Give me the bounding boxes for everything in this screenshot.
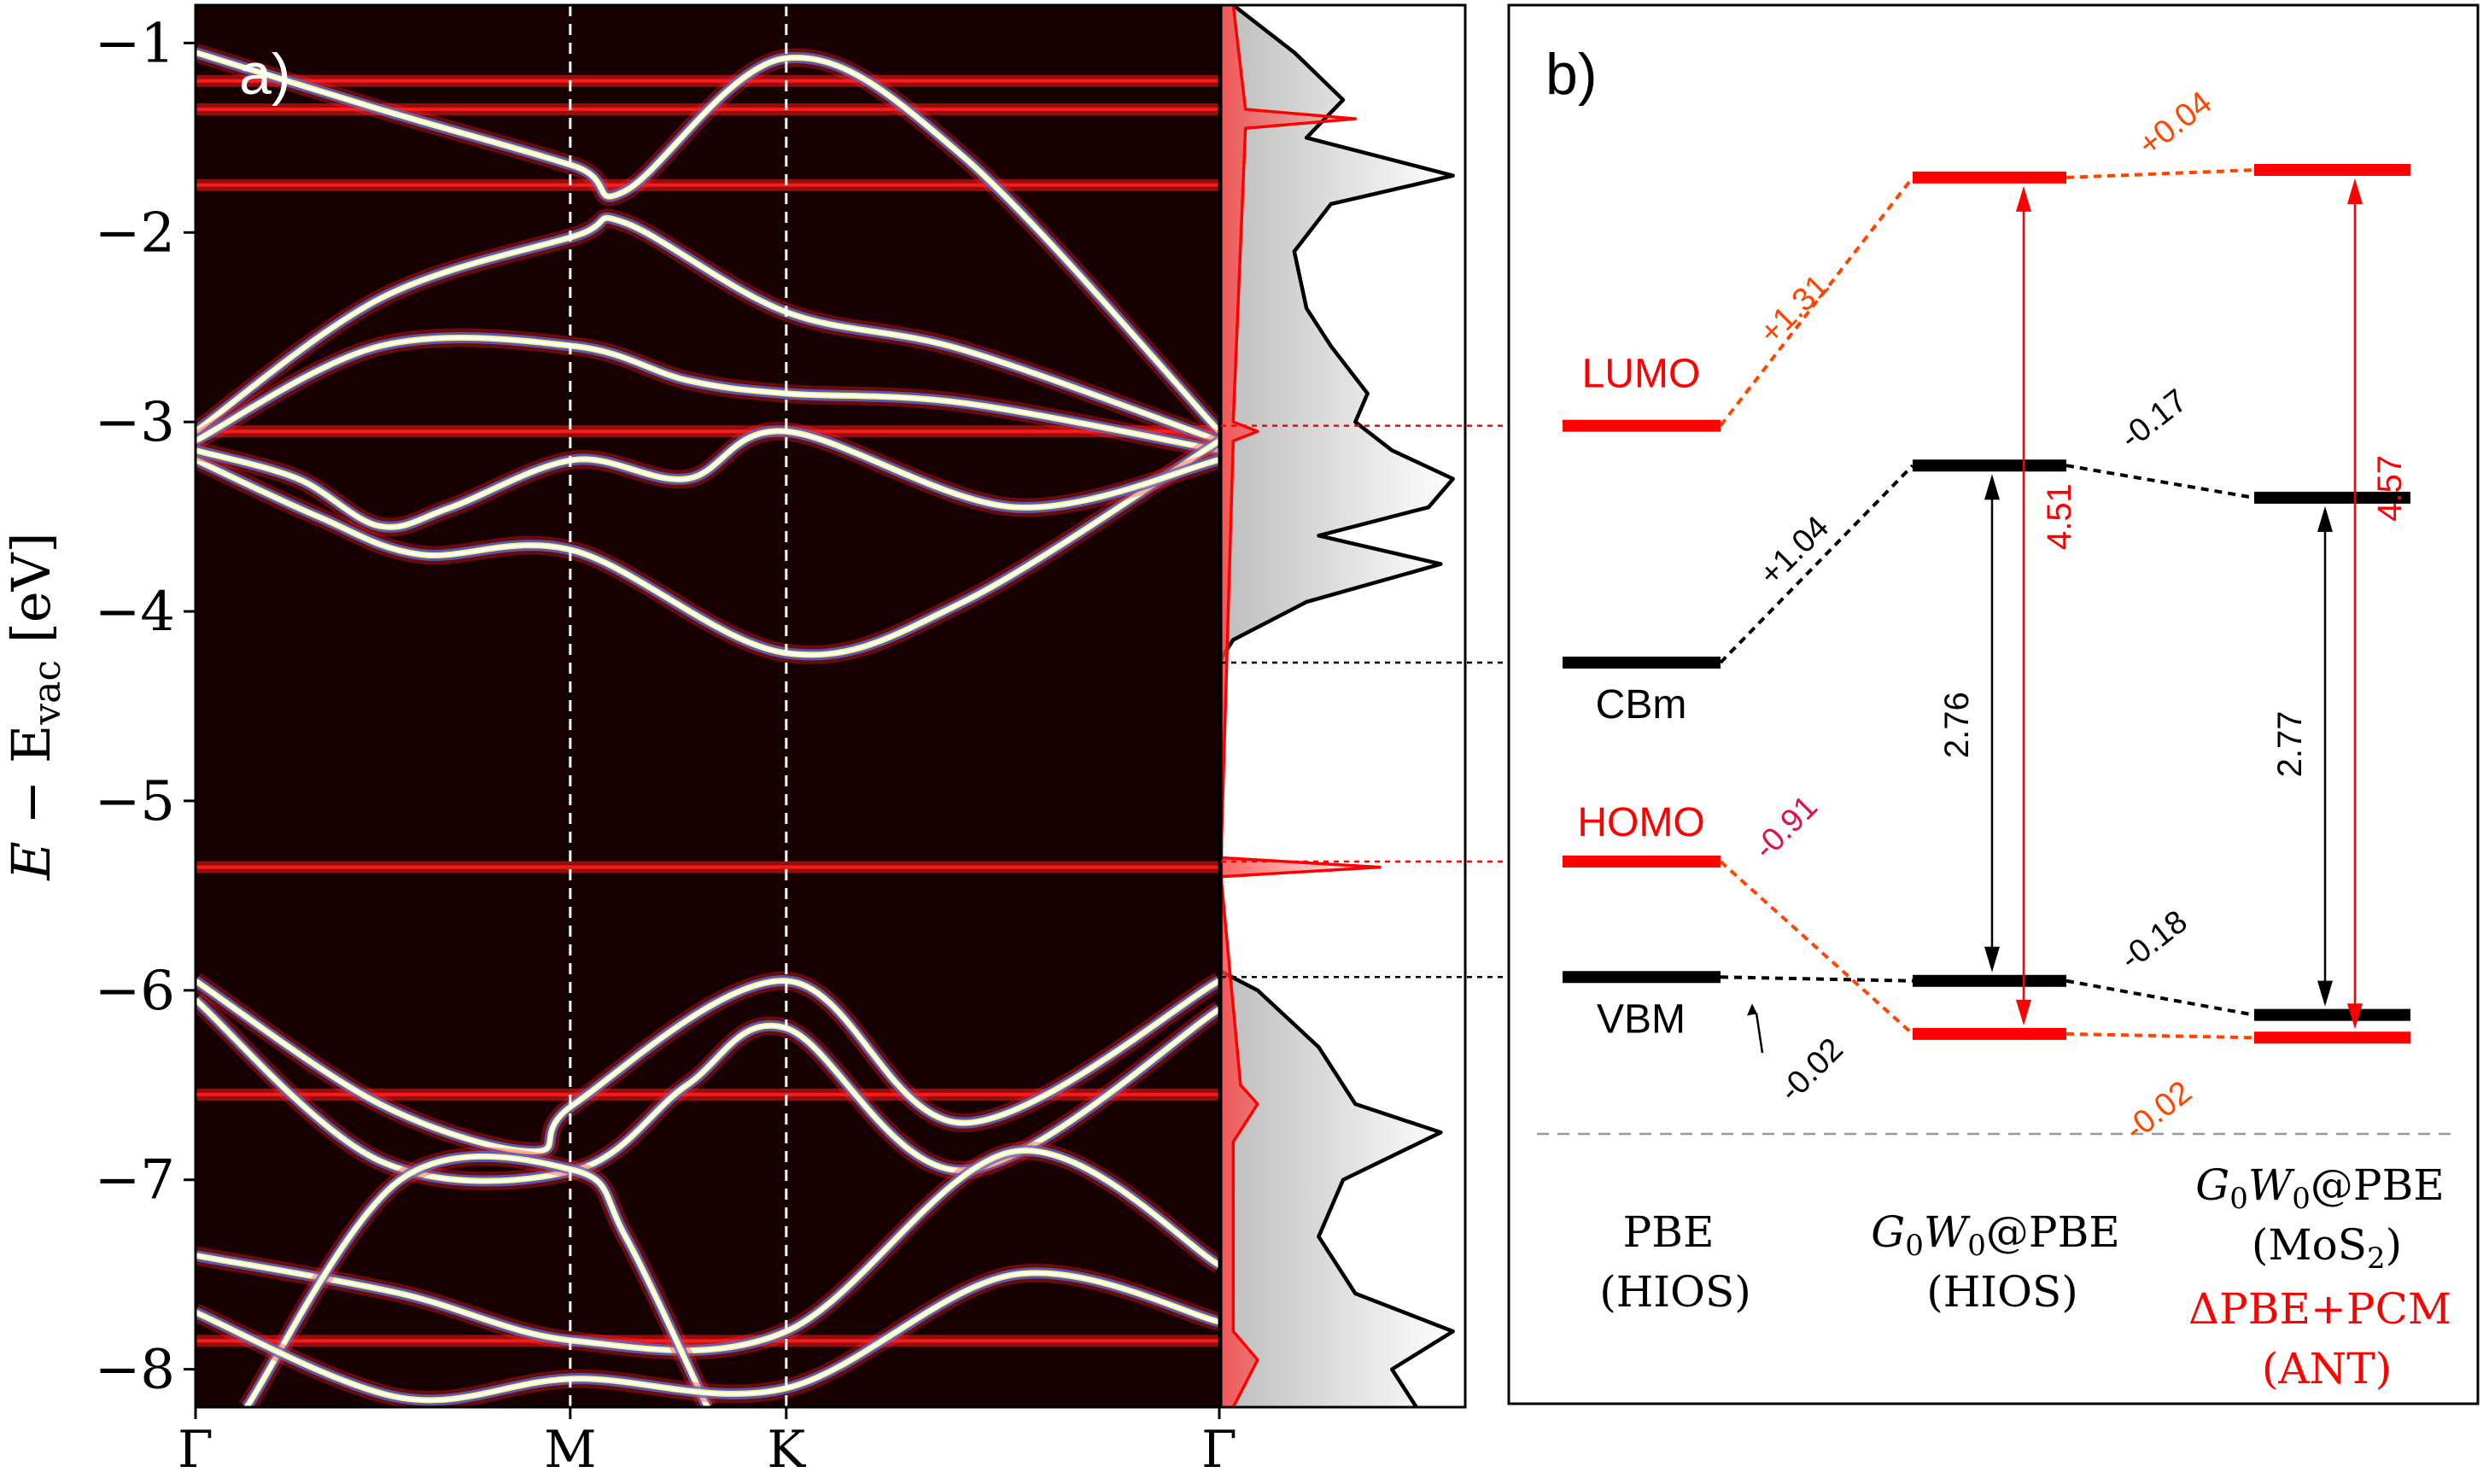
diagram-frame: [1507, 3, 2480, 1405]
y-tick-label-2: −3: [95, 391, 175, 454]
dos-frame: [1219, 3, 1467, 1409]
y-tick-label-0: −1: [95, 12, 175, 75]
band-plot-frame: [194, 3, 1221, 1409]
x-tick-label-0: Γ: [178, 1420, 213, 1480]
band-lines: [196, 43, 1219, 1407]
dos-total-line: [1221, 5, 1455, 1407]
vbm-shift-pointer-head: [1747, 1003, 1757, 1016]
y-tick-label-5: −6: [95, 960, 175, 1023]
ant-molecular-gap-arrow: [2347, 178, 2363, 1030]
label-homo: HOMO: [1577, 800, 1704, 845]
molecular-flat-levels: [196, 74, 1219, 1347]
label-lumo: LUMO: [1582, 352, 1701, 397]
y-axis-label: E − Evac [eV]: [0, 532, 69, 880]
gap-ant-molecular: 4.57: [2371, 455, 2409, 522]
y-tick-label-7: −8: [95, 1339, 175, 1402]
label-cbm: CBm: [1596, 682, 1687, 727]
band-core-2: [196, 336, 1219, 453]
x-tick-label-1: M: [544, 1420, 596, 1480]
band-core-4: [196, 429, 1219, 529]
g0w0-molecular-gap-arrow: [2016, 185, 2031, 1025]
vbm-shift-pointer: [1755, 1013, 1764, 1054]
high-symmetry-lines: [569, 5, 788, 1407]
y-tick-label-3: −4: [95, 581, 175, 644]
label-vbm: VBM: [1597, 996, 1686, 1042]
shift-vbm-2: [2065, 979, 2255, 1017]
shift-lumo-2: [2065, 168, 2255, 179]
band-core-3: [196, 439, 1219, 657]
y-axis: −1 −2 −3 −4 −5 −6 −7 −8: [95, 12, 196, 1402]
y-tick-label-4: −5: [95, 770, 175, 833]
ant-fundamental-gap-arrow: [2317, 505, 2333, 1007]
band-core-9: [196, 1271, 1219, 1402]
y-tick-label-1: −2: [95, 202, 175, 265]
dos-curves: [1221, 5, 1455, 1407]
panel-a-label: a): [239, 42, 290, 107]
band-core-8: [245, 1154, 710, 1407]
shift-vbm-1: [1720, 975, 1913, 983]
x-tick-label-2: K: [767, 1420, 806, 1480]
band-core-7: [196, 1148, 1219, 1353]
band-core-1: [196, 216, 1219, 442]
gap-ant-fundamental: 2.77: [2271, 710, 2309, 777]
shift-homo-1: [1719, 860, 1914, 1036]
shift-homo-2: [2065, 1031, 2255, 1040]
gap-g0w0-fundamental: 2.76: [1938, 692, 1976, 758]
column-g0w0-hios-caption: G0W0@PBE (HIOS): [1871, 1207, 2133, 1317]
band-core-5: [196, 979, 1219, 1154]
dos-total-fill: [1221, 5, 1453, 1407]
column-pbe-caption: PBE (HIOS): [1599, 1207, 1751, 1317]
dos-molecule-fill: [1221, 5, 1380, 1407]
panel-b-label: b): [1545, 42, 1597, 107]
x-tick-label-3: Γ: [1201, 1420, 1237, 1480]
gap-g0w0-molecular: 4.51: [2041, 483, 2078, 550]
shift-cbm-2: [2065, 464, 2255, 500]
column-ant-caption: ΔPBE+PCM (ANT): [2188, 1284, 2465, 1393]
shift-lumo-1: [1719, 176, 1914, 427]
g0w0-fundamental-gap-arrow: [1984, 474, 2000, 973]
band-core-0: [196, 50, 1219, 433]
dos-molecule-line: [1221, 5, 1382, 1407]
band-plot-background: [196, 5, 1219, 1407]
shift-cbm-1: [1719, 464, 1914, 664]
column-g0w0-mos2-caption: G0W0@PBE (MoS2): [2195, 1160, 2457, 1276]
y-tick-label-6: −7: [95, 1149, 175, 1212]
